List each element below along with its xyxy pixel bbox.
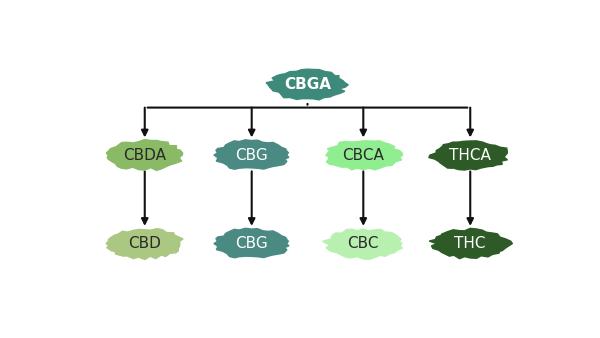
Polygon shape bbox=[214, 228, 289, 258]
Polygon shape bbox=[429, 141, 508, 170]
Text: CBG: CBG bbox=[235, 148, 268, 163]
Text: CBGA: CBGA bbox=[284, 77, 331, 92]
Polygon shape bbox=[429, 228, 512, 259]
Text: CBCA: CBCA bbox=[343, 148, 384, 163]
Polygon shape bbox=[214, 140, 289, 169]
Polygon shape bbox=[326, 141, 403, 170]
Text: THCA: THCA bbox=[449, 148, 491, 163]
Text: THC: THC bbox=[455, 236, 486, 251]
Polygon shape bbox=[106, 140, 182, 170]
Text: CBG: CBG bbox=[235, 236, 268, 251]
Text: CBC: CBC bbox=[347, 236, 379, 251]
Text: CBDA: CBDA bbox=[123, 148, 166, 163]
Polygon shape bbox=[106, 229, 183, 260]
Polygon shape bbox=[266, 69, 348, 100]
Polygon shape bbox=[323, 229, 403, 259]
Text: CBD: CBD bbox=[128, 236, 161, 251]
